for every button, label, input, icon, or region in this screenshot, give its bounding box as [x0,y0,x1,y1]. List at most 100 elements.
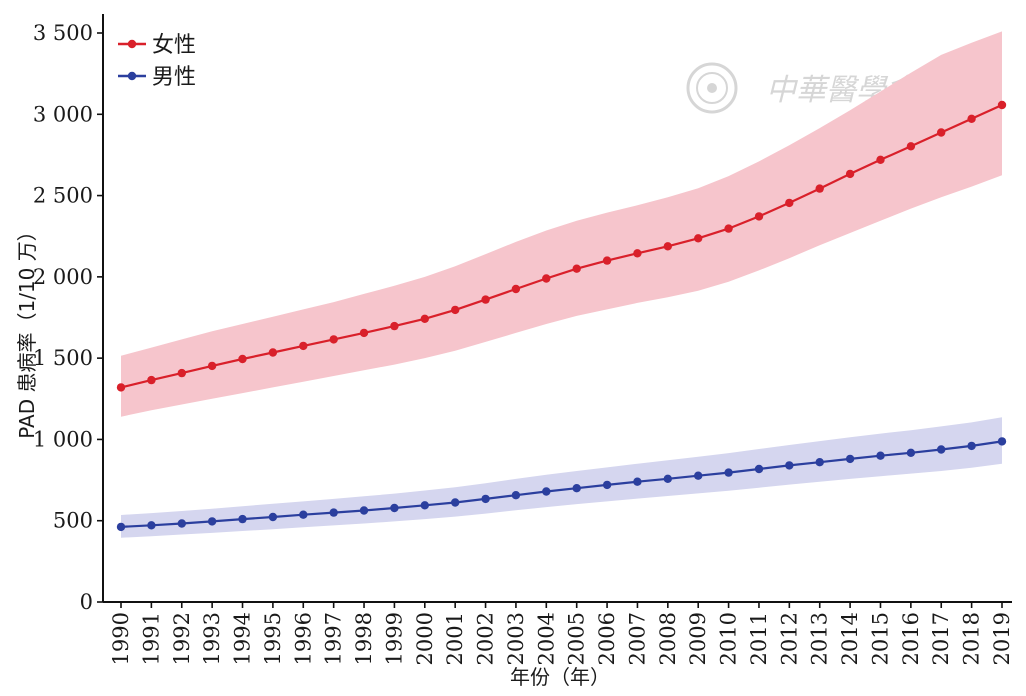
data-point-0-1999 [390,321,399,331]
x-tick-label-2014: 2014 [838,612,862,665]
legend-marker-1 [127,71,137,81]
x-tick-label-2008: 2008 [656,612,680,665]
data-point-0-1996 [299,341,308,351]
data-point-1-2008 [663,474,672,483]
x-tick-label-1995: 1995 [261,612,285,665]
data-point-0-2004 [542,274,551,283]
data-point-0-2014 [845,169,855,179]
x-tick-label-1998: 1998 [352,612,376,665]
x-tick-label-2005: 2005 [565,612,589,665]
data-point-0-2012 [785,198,794,208]
data-point-1-1994 [238,514,247,524]
data-point-0-2006 [602,256,612,265]
x-tick-label-1991: 1991 [139,612,163,665]
data-point-1-1996 [299,510,308,519]
data-point-0-1994 [238,354,247,364]
x-tick-label-1990: 1990 [109,612,133,665]
x-tick-label-1994: 1994 [231,612,255,665]
data-point-1-2009 [694,471,703,480]
x-tick-label-2004: 2004 [534,612,558,665]
data-point-1-2006 [602,480,612,490]
x-tick-label-2007: 2007 [625,612,649,665]
data-point-1-2004 [542,487,551,496]
x-tick-label-2002: 2002 [474,612,498,665]
data-point-1-2014 [845,454,855,464]
data-point-0-2013 [815,184,824,193]
x-axis-title: 年份（年） [510,665,610,689]
data-point-1-2000 [420,501,429,510]
data-point-1-2018 [967,441,976,451]
data-point-1-2010 [724,468,733,477]
data-point-0-2001 [451,305,460,315]
x-tick-label-2016: 2016 [899,612,923,665]
legend-marker-0 [127,39,137,49]
y-tick-label-1000: 1 000 [33,427,93,451]
data-point-0-1992 [177,368,186,378]
data-point-1-2015 [876,451,885,460]
data-point-1-1995 [268,512,278,522]
series-line-0 [120,103,1003,389]
x-tick-label-2018: 2018 [960,612,984,665]
y-tick-label-2500: 2 500 [33,184,93,208]
legend-label-0: 女性 [152,33,196,58]
x-tick-label-2017: 2017 [929,612,953,665]
x-tick-label-1999: 1999 [382,612,406,665]
data-point-0-2000 [420,314,429,323]
data-point-0-2007 [633,249,642,258]
data-point-1-2007 [633,477,642,486]
y-tick-label-3500: 3 500 [33,21,93,45]
data-point-1-2013 [815,458,824,467]
x-tick-label-2015: 2015 [869,612,893,665]
x-tick-label-2019: 2019 [990,612,1014,665]
x-tick-label-2010: 2010 [717,612,741,665]
data-point-0-2008 [663,242,672,251]
data-point-1-2017 [937,445,946,454]
x-tick-label-2003: 2003 [504,612,528,665]
data-point-0-1991 [147,375,156,385]
confidence-band-1 [121,417,1002,538]
y-tick-label-2000: 2 000 [33,265,93,289]
data-point-1-1990 [116,522,126,532]
data-point-1-2019 [997,437,1007,446]
x-tick-label-2006: 2006 [595,612,619,665]
x-tick-label-2012: 2012 [777,612,801,665]
data-point-0-1995 [268,348,278,357]
x-tick-label-2011: 2011 [747,612,771,665]
data-point-0-2005 [572,264,581,273]
data-point-1-1998 [359,506,369,515]
data-point-1-2001 [451,498,460,507]
data-point-1-2012 [785,461,794,470]
y-tick-label-3000: 3 000 [33,102,93,126]
x-tick-label-1997: 1997 [322,612,346,665]
data-point-0-2003 [511,284,521,294]
data-point-0-1990 [116,383,126,392]
data-point-0-2019 [997,100,1007,110]
data-point-0-2010 [724,224,733,233]
seal-icon [686,62,738,114]
data-point-0-1998 [359,328,369,338]
data-point-1-2003 [511,491,521,500]
data-point-1-2002 [481,494,490,504]
x-tick-label-2001: 2001 [443,612,467,665]
data-point-1-2011 [754,464,764,474]
data-point-1-1999 [390,503,399,513]
data-point-0-1997 [329,335,338,344]
x-tick-label-2009: 2009 [686,612,710,665]
data-point-0-2017 [937,128,946,137]
x-tick-label-1996: 1996 [291,612,315,665]
data-point-1-1993 [207,517,217,526]
data-point-1-1991 [147,521,156,530]
y-tick-label-1500: 1 500 [33,346,93,370]
y-axis-title: PAD 患病率（1/10 万） [15,221,39,439]
x-tick-label-2000: 2000 [413,612,437,665]
x-tick-label-1993: 1993 [200,612,224,665]
data-point-0-2011 [754,212,764,221]
data-point-1-2016 [906,448,916,457]
x-tick-label-2013: 2013 [808,612,832,665]
confidence-band-0 [121,31,1002,417]
data-point-0-2016 [906,142,916,151]
data-point-0-2002 [481,295,490,304]
series-line-1 [120,440,1003,528]
